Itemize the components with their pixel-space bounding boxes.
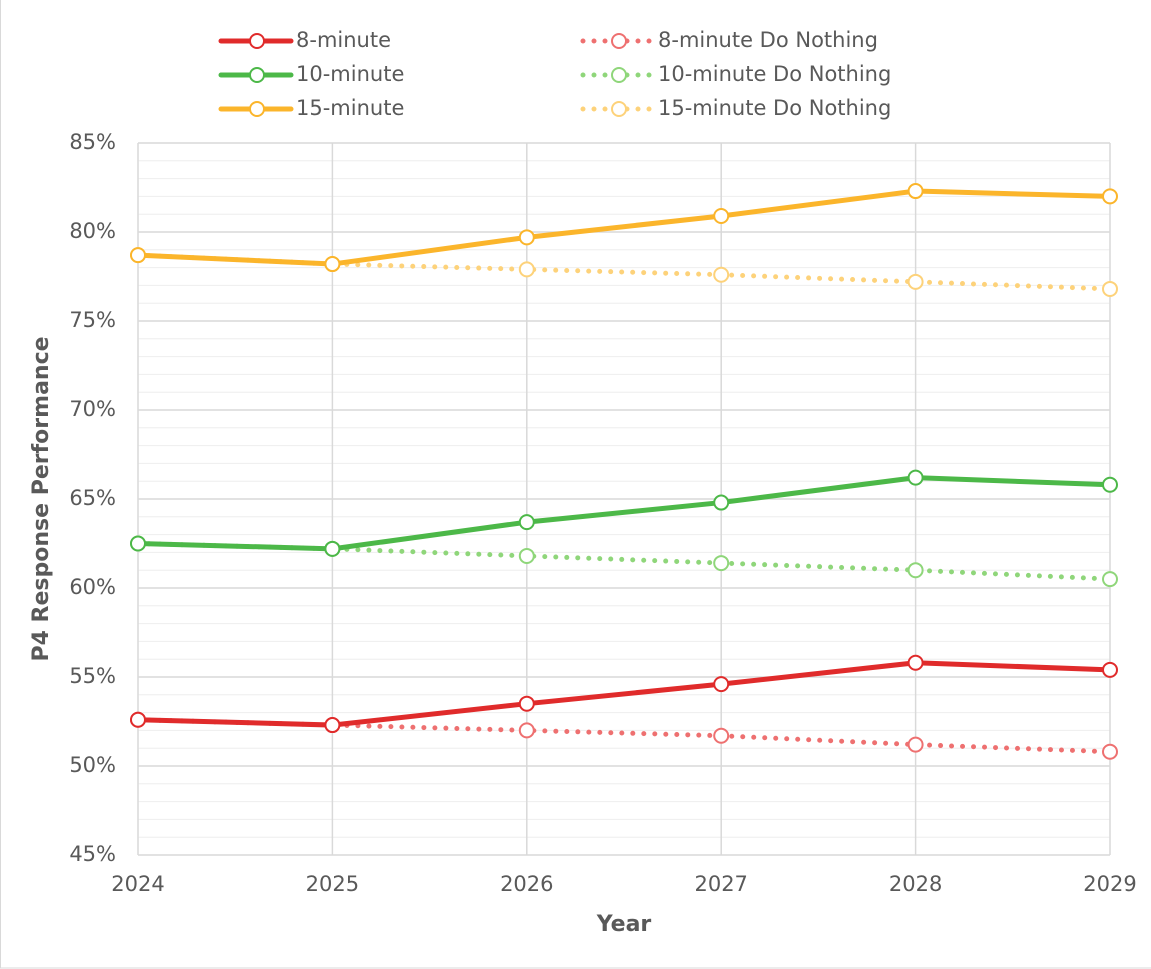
series-line xyxy=(135,188,1113,267)
x-tick-label: 2028 xyxy=(889,872,942,896)
point xyxy=(1102,476,1118,493)
legend-marker xyxy=(249,67,265,83)
grid xyxy=(137,142,1111,856)
legend-label: 10-minute Do Nothing xyxy=(658,62,891,86)
y-tick-label: 75% xyxy=(69,308,116,332)
y-tick-label: 70% xyxy=(69,397,116,421)
point xyxy=(518,229,535,246)
point xyxy=(130,711,146,728)
point xyxy=(713,676,730,693)
point xyxy=(907,562,924,579)
point xyxy=(518,695,535,712)
series-line xyxy=(135,541,1113,582)
point xyxy=(1102,280,1118,297)
y-axis-title: P4 Response Performance xyxy=(29,336,54,661)
legend-label: 10-minute xyxy=(296,62,404,86)
point xyxy=(130,535,146,552)
point xyxy=(1102,743,1118,760)
legend-label: 15-minute xyxy=(296,96,404,120)
series-line xyxy=(135,660,1113,728)
y-tick-label: 80% xyxy=(69,219,116,243)
point xyxy=(907,183,924,200)
x-tick-label: 2024 xyxy=(111,872,164,896)
legend-marker xyxy=(611,33,627,49)
x-tick-label: 2027 xyxy=(694,872,747,896)
point xyxy=(907,736,924,753)
point xyxy=(1102,661,1118,678)
point xyxy=(907,654,924,671)
y-tick-label: 50% xyxy=(69,753,116,777)
point xyxy=(713,494,730,511)
series-line xyxy=(135,475,1113,552)
legend-label: 15-minute Do Nothing xyxy=(658,96,891,120)
series-line xyxy=(135,252,1113,292)
point xyxy=(324,540,341,557)
point xyxy=(518,722,535,739)
point xyxy=(907,469,924,486)
point xyxy=(518,514,535,531)
point xyxy=(713,266,730,283)
x-tick-label: 2029 xyxy=(1083,872,1136,896)
point xyxy=(713,207,730,224)
legend-marker xyxy=(249,33,265,49)
point xyxy=(1102,188,1118,205)
point xyxy=(518,547,535,564)
point xyxy=(713,555,730,572)
plot-lines xyxy=(130,183,1118,760)
series-line xyxy=(135,717,1113,755)
point xyxy=(130,247,146,264)
point xyxy=(518,261,535,278)
x-tick-label: 2025 xyxy=(306,872,359,896)
y-tick-label: 60% xyxy=(69,575,116,599)
point xyxy=(324,717,341,734)
legend-marker xyxy=(249,101,265,117)
y-tick-label: 85% xyxy=(69,130,116,154)
y-tick-label: 45% xyxy=(69,842,116,866)
x-axis-title: Year xyxy=(596,912,652,937)
y-tick-label: 65% xyxy=(69,486,116,510)
legend-label: 8-minute Do Nothing xyxy=(658,28,878,52)
y-tick-label: 55% xyxy=(69,664,116,688)
legend-marker xyxy=(611,67,627,83)
legend-marker xyxy=(611,101,627,117)
point xyxy=(713,727,730,744)
legend-label: 8-minute xyxy=(296,28,391,52)
point xyxy=(324,256,341,273)
point xyxy=(1102,571,1118,588)
x-tick-label: 2026 xyxy=(500,872,553,896)
point xyxy=(907,273,924,290)
